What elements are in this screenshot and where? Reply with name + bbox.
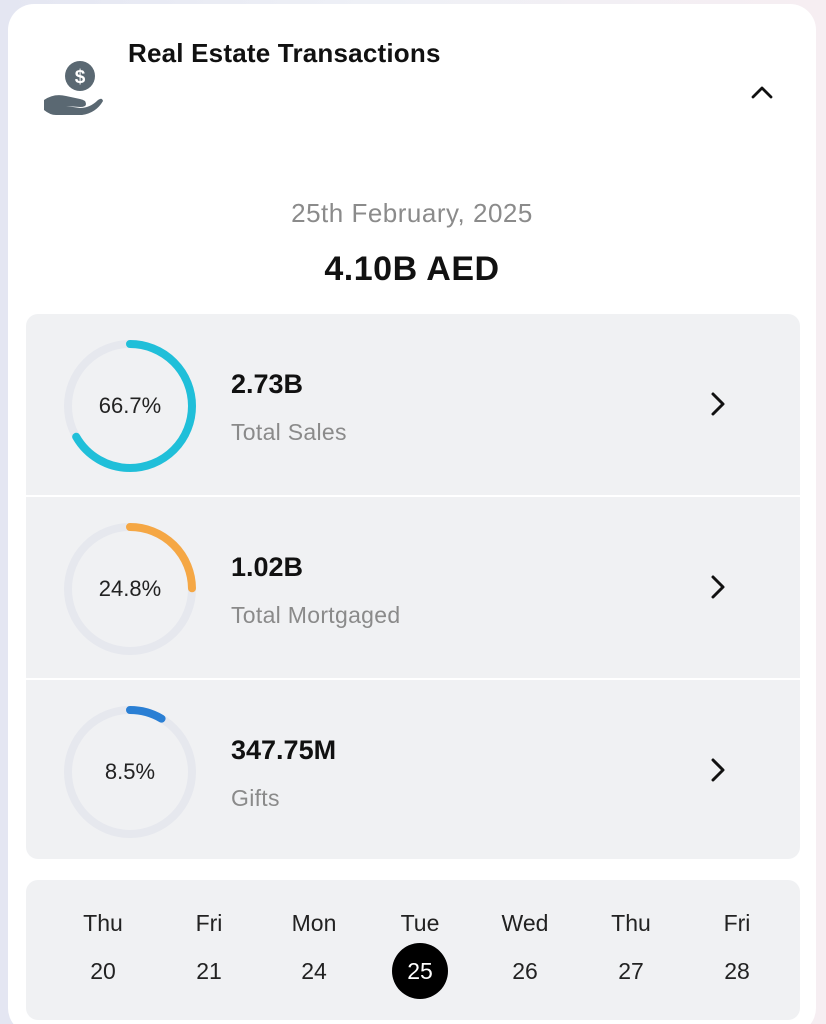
day-name: Thu (611, 910, 651, 936)
day-item[interactable]: Fri 21 (154, 880, 264, 1020)
day-item[interactable]: Thu 20 (48, 880, 158, 1020)
day-item[interactable]: Mon 24 (259, 880, 369, 1020)
summary-date: 25th February, 2025 (291, 198, 533, 228)
day-item[interactable]: Tue 25 (365, 880, 475, 1020)
svg-text:$: $ (75, 67, 86, 88)
stat-percent: 8.5% (104, 759, 156, 784)
day-name: Mon (291, 910, 337, 936)
summary-total: 4.10B AED (324, 250, 500, 288)
stat-row-gifts[interactable]: 8.5% 347.75M Gifts (26, 680, 800, 859)
day-item[interactable]: Wed 26 (470, 880, 580, 1020)
stat-value: 1.02B (231, 552, 304, 582)
donut-chart (64, 340, 196, 472)
date-picker-strip: Thu 20 Fri 21 Mon 24 Tue 25 Wed 26 Thu 2… (26, 880, 800, 1020)
donut-chart (64, 523, 196, 655)
day-name: Fri (195, 910, 223, 936)
collapse-button[interactable] (744, 74, 780, 110)
day-number: 21 (196, 957, 222, 984)
card-title: Real Estate Transactions (128, 38, 441, 68)
day-number: 25 (392, 943, 448, 999)
chevron-right-icon (711, 575, 725, 599)
stat-row-total-sales[interactable]: 66.7% 2.73B Total Sales (26, 314, 800, 495)
chevron-right-icon (711, 758, 725, 782)
stat-label: Gifts (231, 785, 280, 811)
day-item[interactable]: Fri 28 (682, 880, 792, 1020)
stat-value: 2.73B (231, 369, 304, 399)
row-divider (26, 678, 800, 680)
stats-panel: 66.7% 2.73B Total Sales 24.8% 1.02B Tota… (26, 314, 800, 859)
day-name: Tue (400, 910, 440, 936)
day-name: Wed (501, 910, 549, 936)
day-number: 20 (90, 957, 116, 984)
day-number: 27 (618, 957, 644, 984)
day-name: Fri (723, 910, 751, 936)
donut-chart (64, 706, 196, 838)
row-divider (26, 495, 800, 497)
day-item[interactable]: Thu 27 (576, 880, 686, 1020)
stat-row-total-mortgaged[interactable]: 24.8% 1.02B Total Mortgaged (26, 497, 800, 678)
stat-label: Total Sales (231, 419, 347, 445)
stat-percent: 66.7% (98, 393, 162, 418)
day-number: 24 (301, 957, 327, 984)
transactions-card: $ Real Estate Transactions 25th February… (8, 4, 816, 1024)
day-number: 26 (512, 957, 538, 984)
stat-percent: 24.8% (98, 576, 162, 601)
money-hand-icon: $ (44, 61, 103, 115)
stat-label: Total Mortgaged (231, 602, 401, 628)
chevron-right-icon (711, 392, 725, 416)
stat-value: 347.75M (231, 735, 337, 765)
chevron-up-icon (751, 86, 773, 99)
day-number: 28 (724, 957, 750, 984)
day-name: Thu (83, 910, 123, 936)
